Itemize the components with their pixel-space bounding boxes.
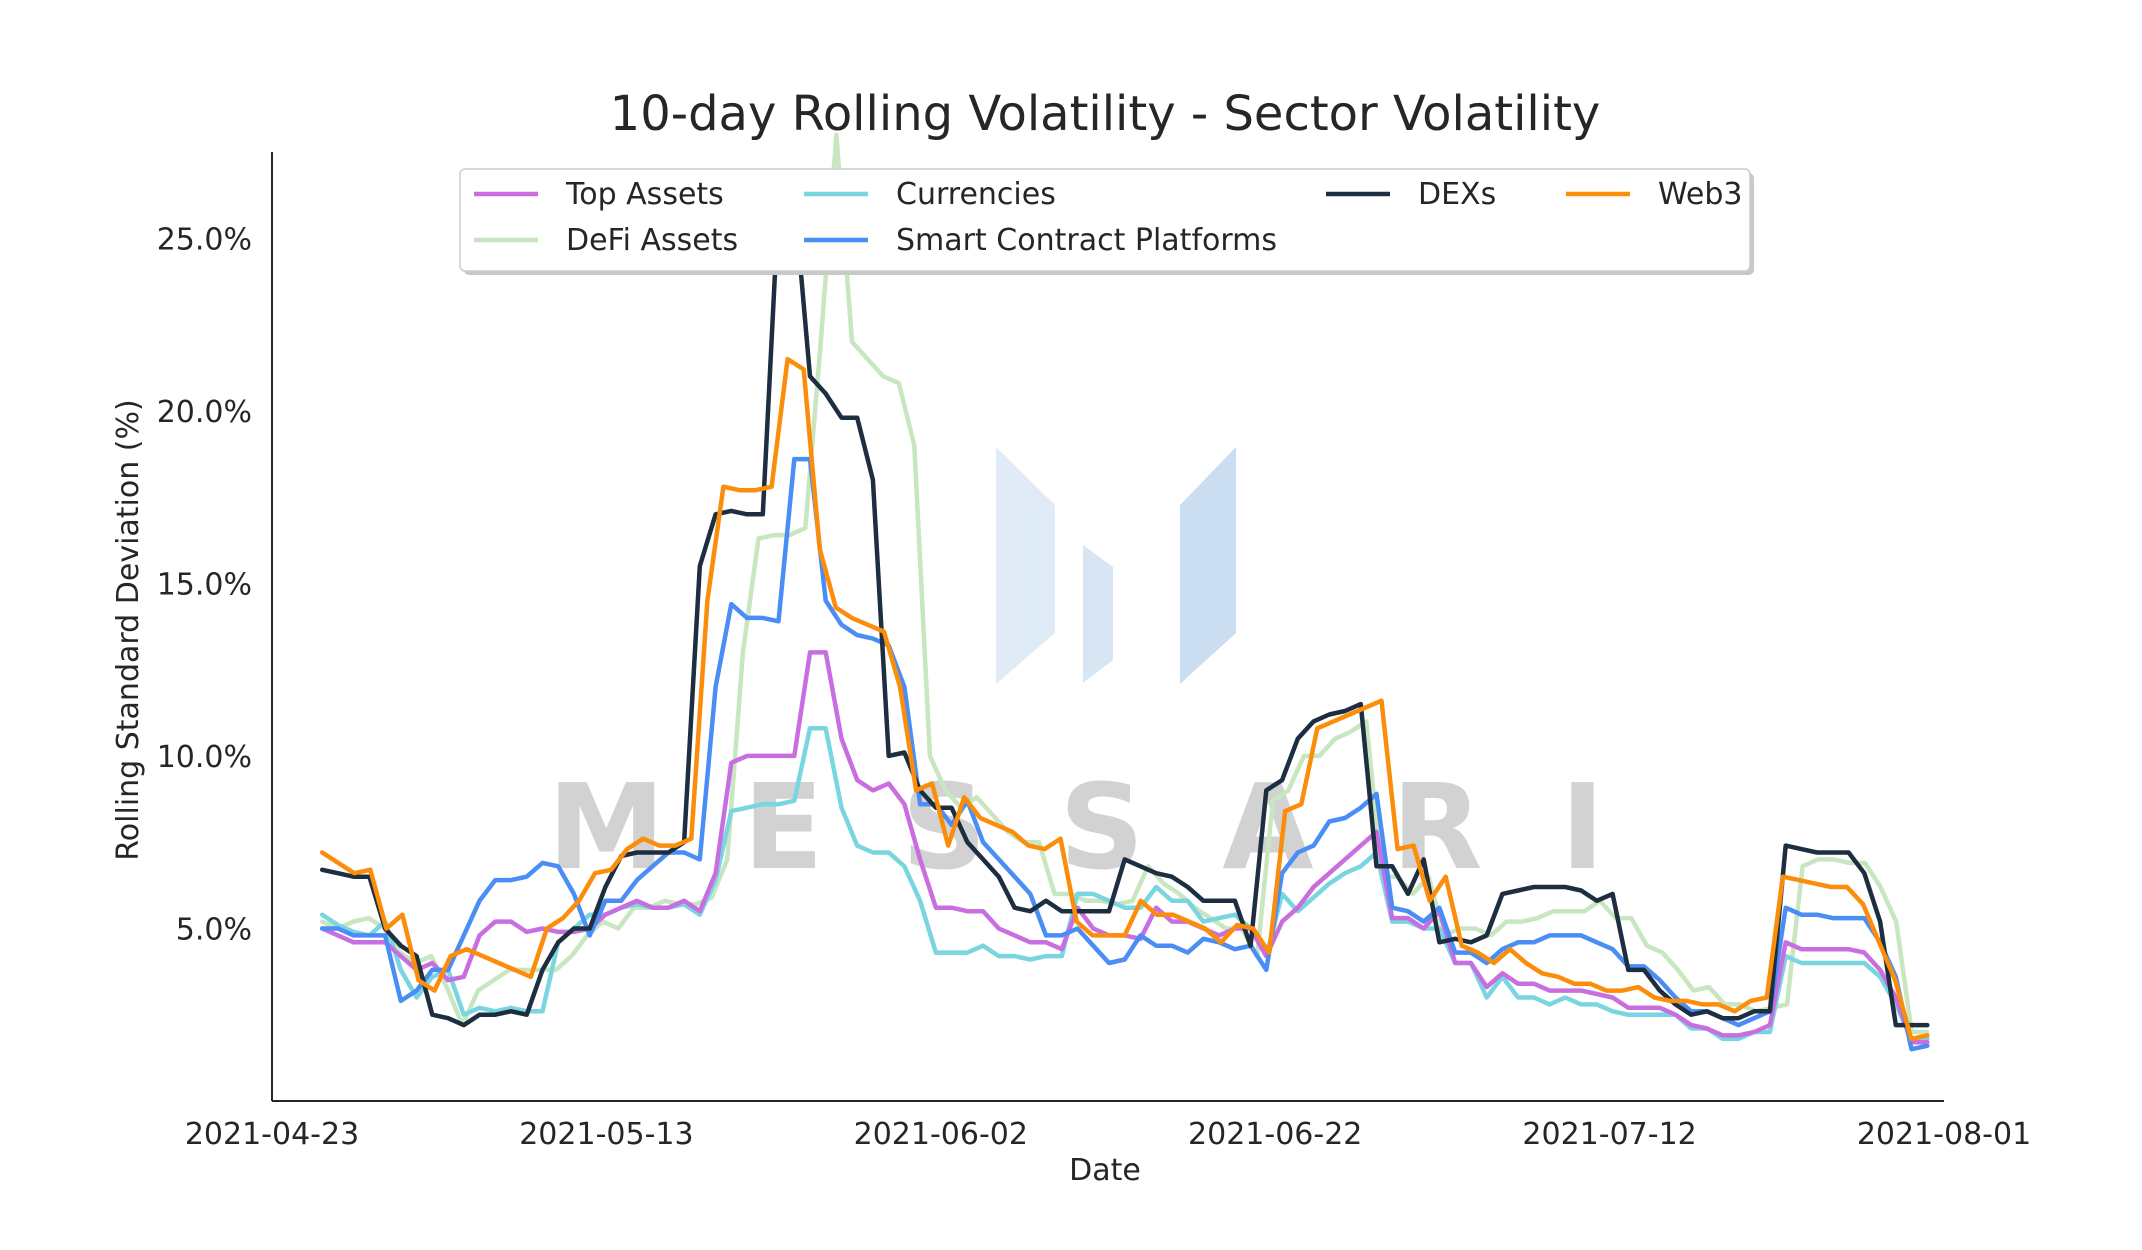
series-line-smart-contract-platforms: [319, 456, 1930, 1052]
legend-frame: [459, 168, 1751, 272]
legend-label-web3: Web3: [1658, 177, 1743, 212]
series-line-web3: [319, 356, 1930, 1042]
x-tick-label: 2021-04-23: [185, 1117, 359, 1152]
y-tick-label: 5.0%: [176, 912, 252, 947]
messari-m-logo: [996, 447, 1236, 684]
legend-label-defi-assets: DeFi Assets: [566, 223, 738, 258]
axis-ticks: 5.0% 10.0% 15.0% 20.0% 25.0% 2021-04-23 2021-0…: [157, 222, 2031, 1152]
series-line-dexs: [319, 194, 1930, 1028]
legend-label-top-assets: Top Assets: [565, 177, 724, 212]
chart-title: 10-day Rolling Volatility - Sector Volat…: [610, 86, 1601, 142]
legend-label-dexs: DEXs: [1418, 177, 1496, 212]
x-tick-label: 2021-05-13: [519, 1117, 693, 1152]
series-line-currencies: [319, 726, 1930, 1042]
legend-label-currencies: Currencies: [896, 177, 1056, 212]
x-tick-label: 2021-06-02: [854, 1117, 1028, 1152]
y-tick-label: 25.0%: [157, 222, 252, 257]
x-tick-label: 2021-08-01: [1857, 1117, 2031, 1152]
legend-label-smart-contract-platforms: Smart Contract Platforms: [896, 223, 1277, 258]
x-axis-label: Date: [1069, 1153, 1141, 1188]
x-tick-label: 2021-06-22: [1188, 1117, 1362, 1152]
y-tick-label: 10.0%: [157, 740, 252, 775]
y-tick-label: 20.0%: [157, 395, 252, 430]
y-axis-label: Rolling Standard Deviation (%): [111, 399, 146, 860]
y-tick-label: 15.0%: [157, 567, 252, 602]
legend: Top Assets DeFi Assets Currencies Smart Con…: [459, 168, 1754, 275]
x-tick-label: 2021-07-12: [1522, 1117, 1696, 1152]
series-lines: [319, 132, 1930, 1052]
legend-items: Top Assets DeFi Assets Currencies Smart Con…: [474, 177, 1743, 258]
